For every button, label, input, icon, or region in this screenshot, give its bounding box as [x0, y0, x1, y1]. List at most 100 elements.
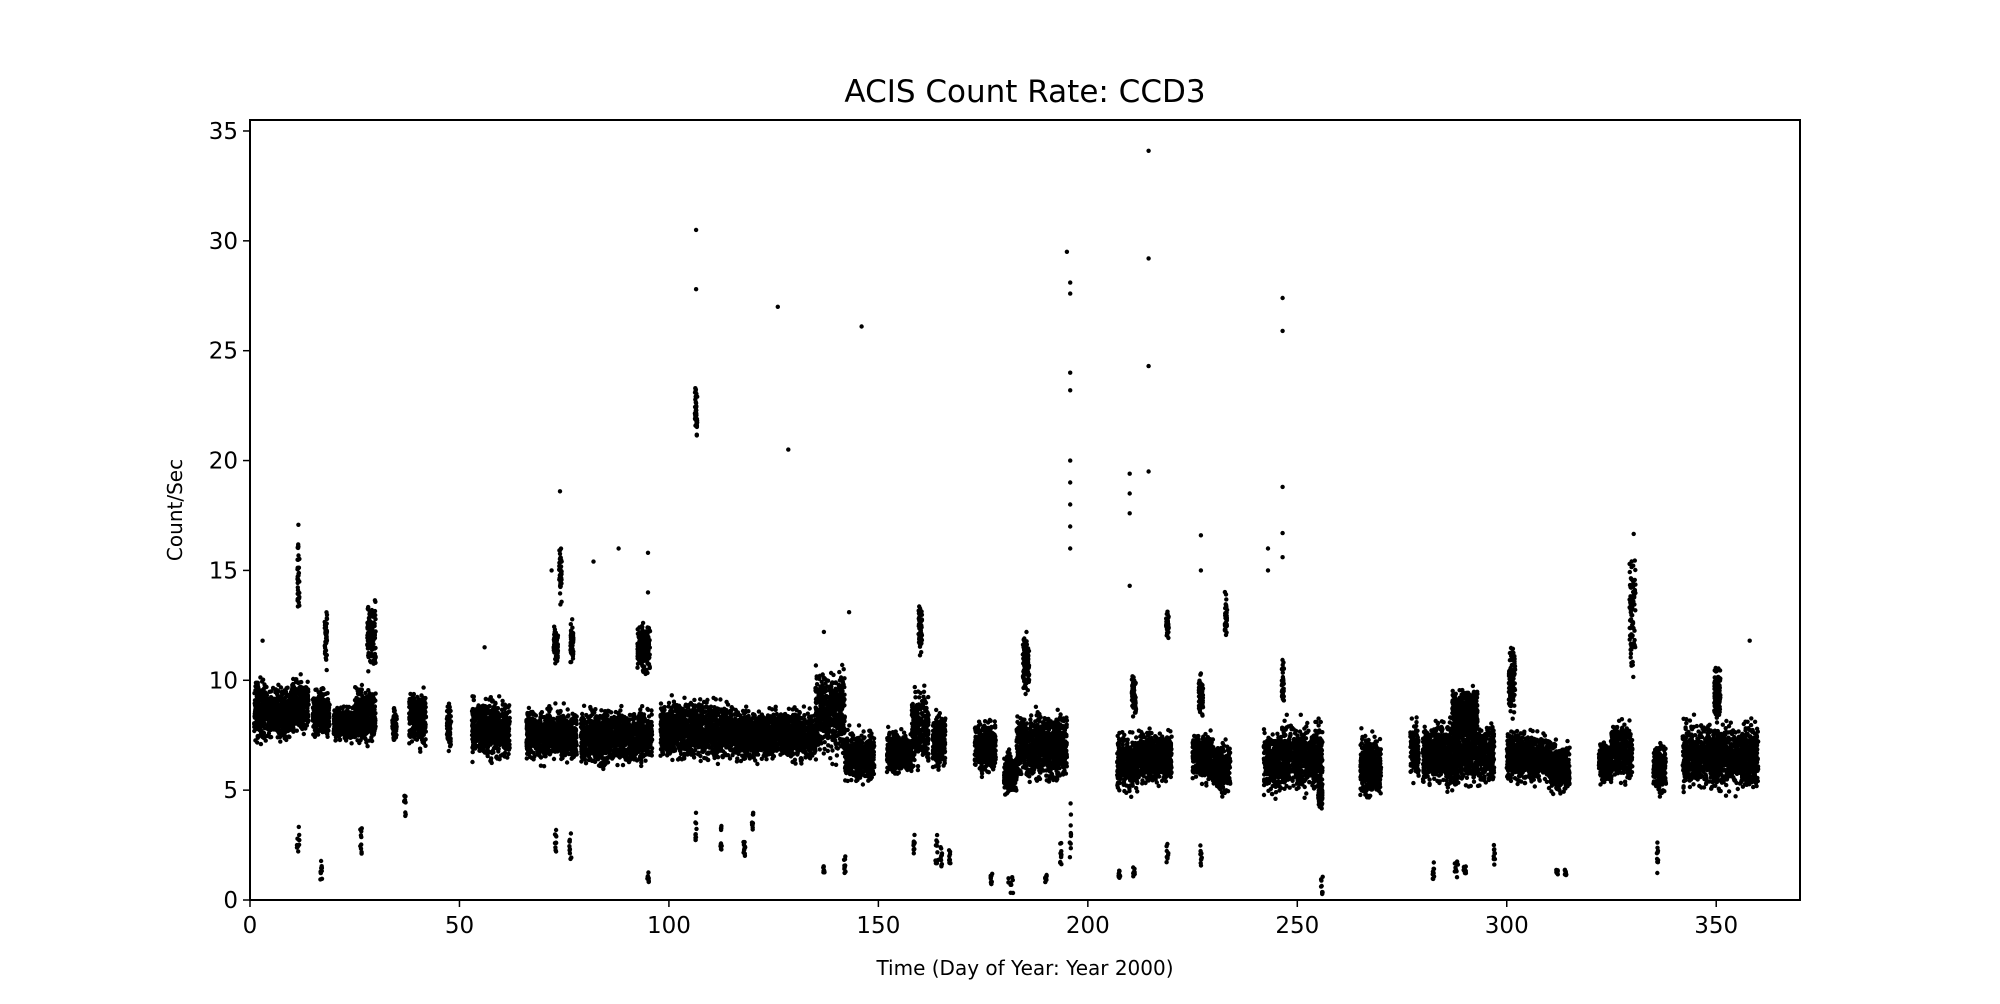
data-point: [562, 753, 568, 758]
data-point: [609, 753, 615, 758]
data-point: [527, 740, 532, 745]
data-point: [266, 715, 272, 720]
data-point: [298, 684, 303, 689]
data-point: [606, 746, 611, 751]
data-point: [260, 702, 265, 707]
data-point: [588, 713, 594, 719]
data-point: [266, 731, 272, 736]
data-point: [324, 632, 329, 637]
data-point: [506, 751, 511, 757]
data-point: [273, 705, 278, 710]
data-point: [599, 708, 604, 713]
data-point: [570, 625, 575, 630]
data-point: [349, 741, 354, 746]
data-point: [325, 734, 330, 739]
data-point: [417, 746, 423, 751]
data-point: [366, 669, 371, 674]
data-point: [322, 625, 327, 631]
data-point: [553, 749, 558, 754]
data-point: [477, 705, 483, 710]
data-point: [538, 763, 544, 768]
data-point: [257, 715, 263, 721]
data-point: [290, 691, 296, 696]
data-point: [323, 698, 328, 704]
data-point: [565, 714, 570, 719]
data-point: [306, 714, 311, 719]
data-point: [526, 733, 531, 739]
data-point: [271, 709, 276, 714]
data-point: [315, 732, 321, 737]
data-point: [489, 736, 494, 741]
data-point: [316, 701, 321, 707]
data-point: [354, 686, 359, 691]
data-point: [268, 734, 274, 740]
data-point: [255, 740, 260, 745]
data-point: [558, 569, 564, 574]
data-point: [502, 715, 507, 720]
data-point: [554, 636, 559, 641]
data-point: [298, 672, 303, 677]
data-point: [544, 749, 549, 754]
data-point: [481, 743, 486, 749]
data-point: [529, 709, 534, 715]
data-point: [532, 729, 537, 734]
data-point: [415, 708, 420, 714]
data-point: [553, 723, 558, 729]
data-point: [285, 728, 291, 734]
data-point: [496, 721, 501, 726]
data-point: [529, 755, 535, 761]
data-point: [368, 658, 373, 664]
data-point: [325, 718, 330, 723]
data-point: [258, 675, 263, 680]
data-point: [324, 657, 329, 662]
data-point: [314, 687, 319, 692]
data-point: [298, 717, 303, 722]
data-point: [340, 706, 345, 711]
data-point: [359, 723, 364, 729]
data-point: [485, 709, 490, 714]
data-point: [584, 748, 590, 753]
data-point: [362, 712, 367, 717]
data-point: [315, 709, 320, 715]
data-point: [295, 604, 301, 609]
data-point: [278, 704, 283, 709]
data-point: [496, 716, 501, 722]
data-point: [491, 728, 496, 733]
data-point: [283, 724, 289, 729]
data-point: [359, 682, 365, 688]
data-point: [391, 737, 396, 742]
data-point: [525, 728, 530, 734]
data-point: [409, 739, 415, 744]
data-point: [296, 596, 302, 601]
data-point: [285, 700, 290, 705]
data-point: [411, 701, 416, 707]
data-point: [319, 709, 324, 715]
data-point: [294, 704, 300, 710]
data-point: [261, 731, 266, 736]
data-point: [410, 705, 415, 710]
data-point: [552, 647, 557, 652]
data-point: [472, 729, 478, 734]
data-point: [532, 736, 537, 742]
data-point: [368, 619, 373, 624]
data-point: [495, 736, 501, 741]
data-point: [274, 696, 279, 701]
data-point: [524, 756, 529, 761]
data-point: [324, 610, 329, 615]
data-point: [336, 729, 342, 734]
data-point: [495, 706, 501, 711]
data-point: [297, 590, 302, 596]
data-point: [570, 632, 576, 638]
data-point: [448, 741, 453, 746]
data-point: [408, 691, 413, 697]
data-point: [284, 686, 289, 691]
data-point: [366, 642, 371, 648]
data-point: [489, 699, 495, 704]
data-point: [555, 655, 560, 660]
data-point: [506, 709, 512, 714]
data-point: [253, 680, 259, 685]
data-point: [353, 708, 358, 713]
data-point: [264, 693, 270, 698]
data-point: [362, 735, 368, 741]
data-point: [538, 716, 543, 721]
